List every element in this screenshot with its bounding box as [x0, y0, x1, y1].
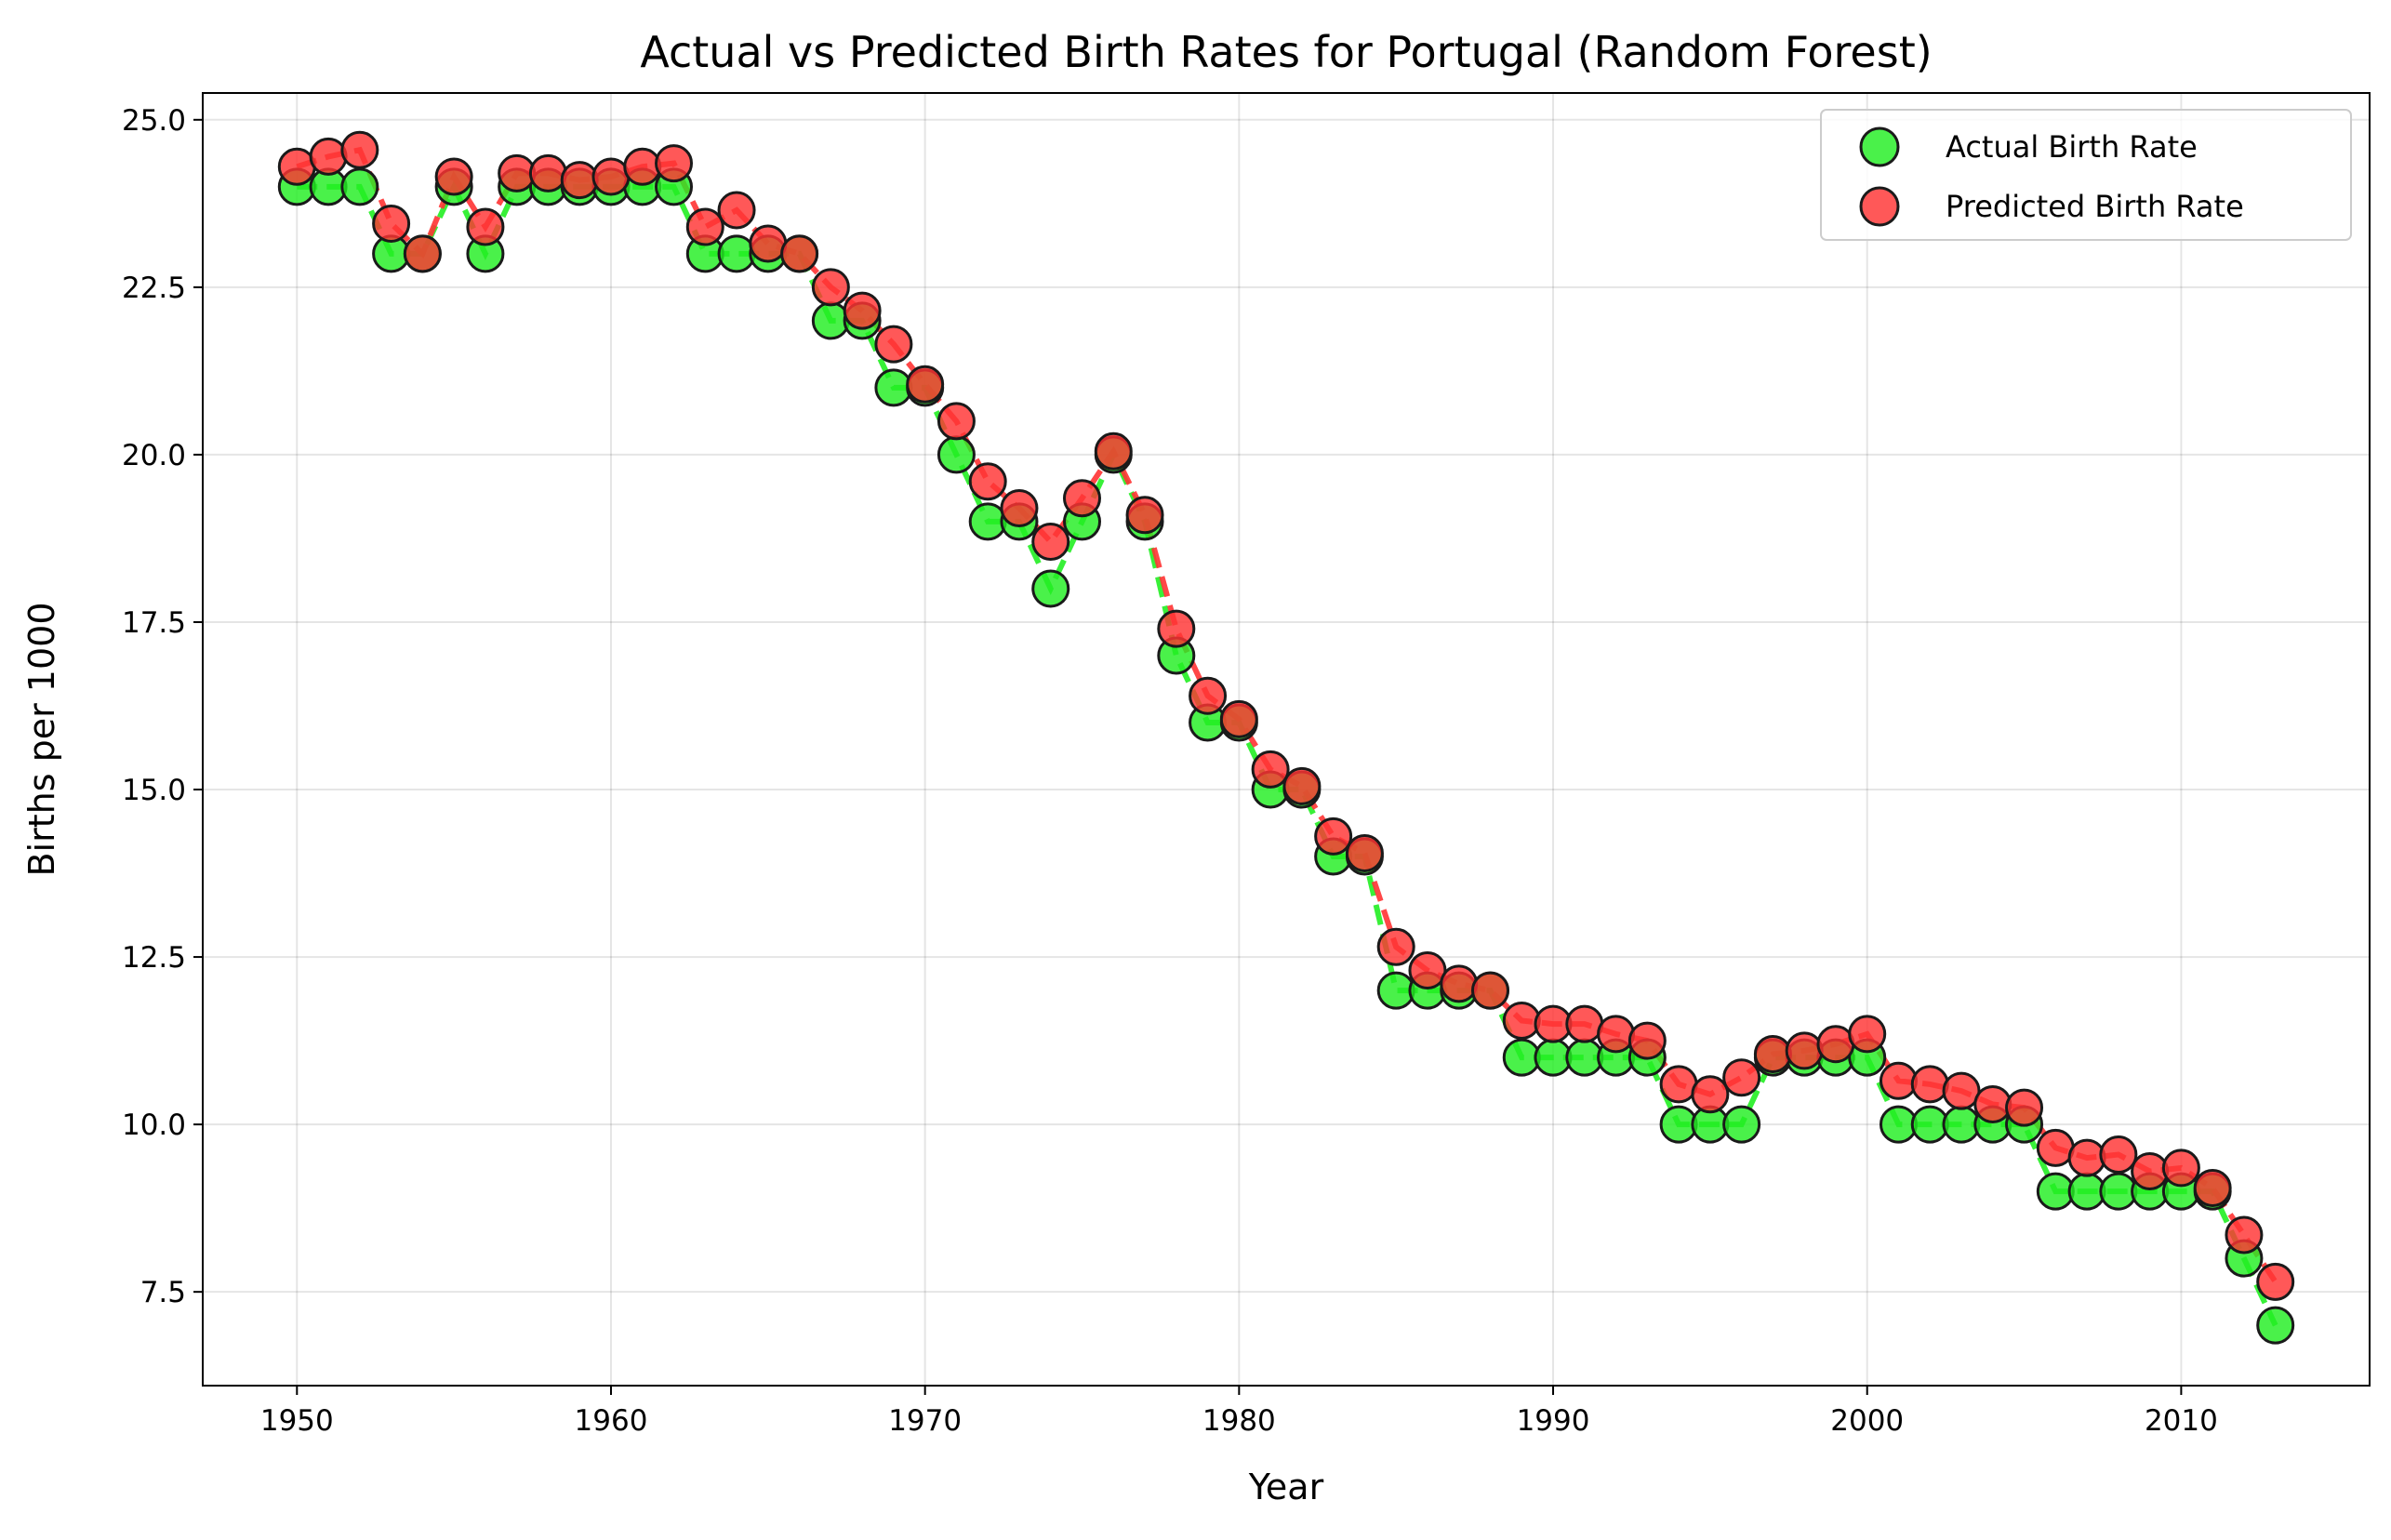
predicted-point [466, 207, 505, 246]
x-tick-label: 1990 [1517, 1404, 1590, 1438]
predicted-point [2225, 1215, 2264, 1255]
legend-label-actual: Actual Birth Rate [1946, 129, 2198, 165]
legend: Actual Birth Rate Predicted Birth Rate [1820, 109, 2352, 241]
predicted-point [936, 402, 976, 441]
predicted-point [1031, 523, 1070, 562]
predicted-point [372, 204, 411, 243]
predicted-point [1314, 816, 1353, 856]
predicted-point [1785, 1031, 1824, 1070]
predicted-point [2131, 1152, 2170, 1191]
predicted-point [1345, 833, 1384, 872]
predicted-point [528, 153, 567, 192]
predicted-point [1000, 489, 1039, 528]
predicted-point [1219, 699, 1258, 738]
predicted-point [403, 234, 442, 273]
predicted-point [2193, 1169, 2232, 1208]
x-tick-label: 1970 [888, 1404, 962, 1438]
x-tick-label: 2010 [2145, 1404, 2218, 1438]
predicted-point [1502, 1001, 1541, 1040]
actual-point [1031, 569, 1070, 608]
predicted-point [843, 291, 882, 330]
predicted-point [560, 161, 599, 200]
actual-point [936, 435, 976, 474]
legend-marker-predicted [1859, 186, 1900, 227]
chart-title: Actual vs Predicted Birth Rates for Port… [640, 27, 1932, 77]
predicted-point [780, 234, 819, 273]
predicted-point [2099, 1135, 2138, 1175]
y-tick-label: 17.5 [122, 606, 186, 640]
x-tick-label: 1960 [575, 1404, 648, 1438]
predicted-point [1251, 750, 1290, 789]
predicted-point [1722, 1058, 1761, 1097]
predicted-point [623, 147, 662, 186]
actual-point [340, 167, 379, 206]
predicted-point [1753, 1035, 1792, 1073]
plot-frame [202, 92, 2371, 1387]
predicted-point [1597, 1015, 1636, 1054]
predicted-point [1691, 1075, 1730, 1114]
predicted-point [1157, 609, 1196, 648]
legend-box [1820, 109, 2352, 241]
y-tick-label: 25.0 [122, 104, 186, 138]
legend-marker-actual [1859, 126, 1900, 167]
predicted-point [685, 207, 724, 246]
predicted-point [1376, 927, 1415, 966]
predicted-point [277, 147, 316, 186]
x-tick-label: 1950 [260, 1404, 334, 1438]
predicted-point [1440, 964, 1479, 1003]
predicted-point [591, 157, 631, 196]
predicted-point [340, 130, 379, 169]
y-tick-label: 20.0 [122, 439, 186, 472]
predicted-point [2256, 1262, 2295, 1301]
predicted-point [2005, 1088, 2044, 1127]
predicted-point [2036, 1128, 2075, 1167]
y-tick-label: 7.5 [140, 1276, 186, 1309]
predicted-point [2161, 1148, 2200, 1188]
predicted-point [1063, 479, 1102, 518]
predicted-point [434, 157, 473, 196]
predicted-point [1282, 766, 1322, 805]
predicted-point [1942, 1071, 1981, 1110]
y-tick-label: 12.5 [122, 941, 186, 975]
x-tick-label: 1980 [1202, 1404, 1276, 1438]
series-points [277, 130, 2295, 1345]
predicted-point [749, 224, 788, 263]
predicted-point [874, 325, 913, 364]
x-tick-label: 2000 [1830, 1404, 1904, 1438]
predicted-point [309, 137, 348, 176]
predicted-point [968, 462, 1007, 501]
predicted-point [1848, 1015, 1887, 1054]
y-tick-label: 15.0 [122, 774, 186, 807]
predicted-point [1910, 1065, 1949, 1104]
y-tick-label: 10.0 [122, 1109, 186, 1142]
legend-label-predicted: Predicted Birth Rate [1946, 189, 2244, 224]
predicted-point [811, 268, 850, 307]
predicted-point [1189, 676, 1228, 715]
predicted-point [1470, 971, 1509, 1010]
predicted-point [1627, 1021, 1667, 1060]
y-axis-label: Births per 1000 [21, 602, 62, 876]
axis-ticks: 1950 1960 1970 1980 1990 2000 2010 7.5 10.0 12.5 1… [122, 104, 2218, 1438]
predicted-point [906, 365, 945, 404]
predicted-point [1659, 1065, 1698, 1104]
predicted-point [1565, 1004, 1604, 1043]
predicted-point [1094, 431, 1133, 471]
actual-point [1722, 1105, 1761, 1144]
predicted-point [1973, 1085, 2012, 1124]
predicted-point [1125, 496, 1164, 535]
predicted-point [1408, 950, 1447, 989]
x-axis-label: Year [1248, 1467, 1324, 1507]
predicted-point [1879, 1061, 1918, 1100]
predicted-point [717, 191, 756, 230]
actual-point [2256, 1306, 2295, 1345]
predicted-point [655, 144, 694, 183]
predicted-point [1816, 1025, 1855, 1064]
y-tick-label: 22.5 [122, 272, 186, 305]
predicted-point [2067, 1138, 2106, 1177]
